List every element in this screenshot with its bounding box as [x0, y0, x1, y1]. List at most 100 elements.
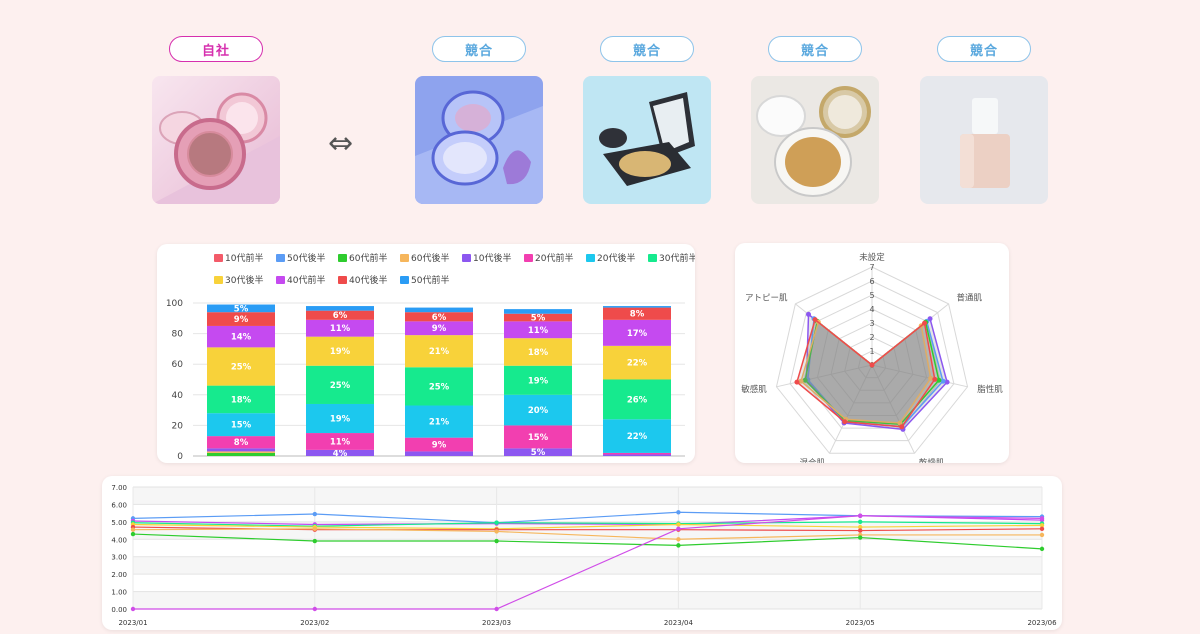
bar-data-label: 25%	[231, 362, 252, 372]
radar-axis-label: 普通肌	[956, 293, 982, 304]
legend-label: 20代前半	[535, 252, 573, 264]
grid-band	[133, 591, 1042, 609]
bar-segment	[504, 338, 572, 366]
legend-swatch	[276, 276, 285, 284]
legend-label: 60代後半	[411, 252, 449, 264]
bar-data-label: 5%	[531, 314, 546, 324]
bar-segment	[405, 307, 473, 313]
radar-point	[936, 377, 942, 383]
legend-swatch	[462, 254, 471, 262]
line-point	[676, 537, 681, 542]
radar-point	[944, 379, 950, 385]
competitor-image-4	[920, 76, 1048, 204]
radar-tick-label: 4	[869, 305, 874, 314]
bar-segment	[306, 336, 374, 366]
competitor-label-1: 競合	[432, 36, 526, 62]
line-point	[494, 606, 499, 612]
bar-segment	[405, 405, 473, 438]
radar-point	[932, 376, 938, 382]
line-point	[130, 531, 136, 537]
bar-segment	[504, 321, 572, 339]
bar-segment	[405, 321, 473, 336]
radar-axis-label: 乾燥肌	[919, 457, 945, 463]
y-tick-label: 1.00	[111, 589, 127, 597]
bar-segment	[306, 403, 374, 434]
bar-data-label: 14%	[231, 333, 252, 343]
line-point	[858, 535, 863, 540]
y-tick-label: 40	[172, 391, 184, 401]
bar-data-label: 17%	[627, 329, 648, 339]
competitor-label-3: 競合	[768, 36, 862, 62]
bar-data-label: 9%	[234, 315, 249, 325]
line-point	[312, 511, 317, 517]
legend-label: 40代後半	[349, 274, 387, 286]
legend-label: 30代後半	[225, 274, 263, 286]
bar-segment	[306, 365, 374, 404]
bar-data-label: 22%	[627, 432, 648, 442]
radar-spoke	[776, 364, 873, 388]
y-tick-label: 4.00	[111, 536, 127, 544]
legend-label: 50代前半	[411, 274, 449, 286]
bar-segment	[207, 436, 275, 449]
competitor-image-1	[415, 76, 543, 204]
grid-band	[133, 487, 1042, 505]
x-tick-label: 2023/01	[118, 619, 147, 627]
bar-data-label: 22%	[627, 359, 648, 369]
line-point	[312, 526, 317, 532]
radar-tick-label: 3	[869, 319, 874, 328]
score-trend-chart-card: 0.00 1.00 2.00 3.00 4.00 5.00 6.00 7.00 2023/01 2…	[102, 476, 1062, 630]
legend-swatch	[586, 254, 595, 262]
bar-segment	[504, 365, 572, 395]
bar-segment	[405, 367, 473, 406]
radar-point	[928, 375, 934, 381]
legend-swatch	[648, 254, 657, 262]
y-tick-label: 3.00	[111, 554, 127, 562]
line-point	[858, 524, 863, 530]
line-point	[494, 538, 499, 544]
radar-point	[940, 378, 946, 384]
line-series	[132, 533, 1043, 550]
y-tick-label: 5.00	[111, 519, 127, 527]
line-point	[676, 510, 681, 515]
bar-segment	[405, 437, 473, 452]
bar-segment	[603, 319, 671, 346]
bar-data-label: 9%	[432, 324, 447, 334]
radar-point	[922, 320, 928, 326]
y-tick-label: 100	[166, 299, 183, 309]
radar-point	[897, 420, 903, 426]
line-series	[132, 521, 1043, 527]
bar-segment	[207, 304, 275, 313]
legend-swatch	[524, 254, 533, 262]
line-point	[1039, 526, 1045, 532]
legend-label: 30代前半	[659, 252, 695, 264]
skin-type-radar-chart: 01234567未設定普通肌脂性肌乾燥肌混合肌敏感肌アトピー肌	[741, 252, 1003, 468]
line-point	[130, 527, 136, 532]
bar-data-label: 21%	[429, 347, 450, 357]
bar-data-label: 11%	[528, 326, 549, 336]
bar-segment	[405, 451, 473, 456]
radar-tick-label: 2	[869, 333, 874, 342]
bar-segment	[207, 413, 275, 437]
bar-segment	[504, 313, 572, 322]
radar-point	[798, 378, 804, 384]
own-product-label: 自社	[169, 36, 263, 62]
bar-segment	[603, 306, 671, 308]
bar-segment	[306, 310, 374, 320]
x-tick-label: 2023/03	[482, 619, 511, 627]
bar-data-label: 6%	[333, 311, 348, 321]
bar-segment	[603, 379, 671, 420]
x-tick-label: 2023/04	[664, 619, 694, 627]
age-distribution-chart: 10代前半 50代後半 60代前半 60代後半 10代後半 20代前半 20代後半 30代前半…	[166, 252, 698, 462]
radar-series	[805, 312, 948, 431]
bar-data-label: 18%	[231, 395, 252, 405]
bar-data-label: 21%	[429, 418, 450, 428]
bar-data-label: 5%	[531, 448, 546, 458]
legend-swatch	[338, 254, 347, 262]
line-point	[1039, 523, 1045, 528]
line-point	[312, 606, 317, 612]
y-tick-label: 80	[172, 330, 184, 340]
bar-segment	[207, 451, 275, 453]
radar-tick-label: 1	[869, 347, 874, 356]
line-series	[132, 523, 1043, 530]
y-tick-label: 0	[177, 452, 183, 462]
